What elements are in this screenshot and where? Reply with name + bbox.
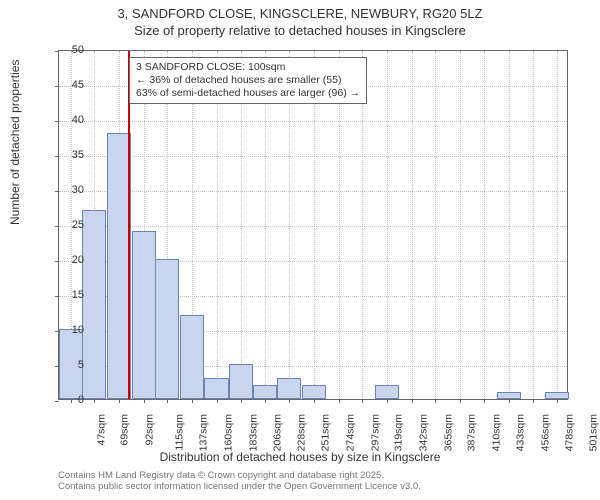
gridline-v [509,51,510,399]
y-tick-label: 30 [54,184,84,196]
x-tick-label: 251sqm [320,414,332,451]
x-tick [557,399,558,403]
x-tick-label: 365sqm [442,414,454,451]
histogram-bar [204,378,228,399]
x-tick-label: 206sqm [272,414,284,451]
gridline-v [533,51,534,399]
y-tick-label: 40 [54,114,84,126]
x-tick-label: 433sqm [515,414,527,451]
annotation-line-1: 3 SANDFORD CLOSE: 100sqm [136,61,360,74]
x-tick [144,399,145,403]
histogram-bar [82,210,106,399]
histogram-bar [229,364,253,399]
chart-title-block: 3, SANDFORD CLOSE, KINGSCLERE, NEWBURY, … [0,0,600,40]
histogram-bar [180,315,204,399]
x-axis-label: Distribution of detached houses by size … [0,450,600,464]
annotation-line-2: ← 36% of detached houses are smaller (55… [136,74,360,87]
footer-line-2: Contains public sector information licen… [58,481,421,492]
gridline-v [460,51,461,399]
x-tick [509,399,510,403]
x-tick-label: 297sqm [369,414,381,451]
y-tick-label: 35 [54,149,84,161]
histogram-bar [132,231,156,399]
footer-line-1: Contains HM Land Registry data © Crown c… [58,470,421,481]
histogram-bar [545,392,569,399]
plot-area: 3 SANDFORD CLOSE: 100sqm ← 36% of detach… [58,50,568,400]
x-tick [289,399,290,403]
x-tick-label: 342sqm [417,414,429,451]
x-tick-label: 69sqm [119,414,131,446]
x-tick [241,399,242,403]
x-tick [339,399,340,403]
x-tick-label: 160sqm [222,414,234,451]
x-tick [314,399,315,403]
gridline-v [557,51,558,399]
x-tick [192,399,193,403]
y-tick-label: 20 [54,254,84,266]
x-tick-label: 387sqm [465,414,477,451]
x-tick-label: 478sqm [563,414,575,451]
histogram-bar [302,385,326,399]
x-tick-label: 137sqm [198,414,210,451]
y-tick-label: 25 [54,219,84,231]
x-tick-label: 228sqm [295,414,307,451]
annotation-line-3: 63% of semi-detached houses are larger (… [136,87,360,100]
x-tick-label: 115sqm [173,414,185,451]
y-tick-label: 0 [54,394,84,406]
x-tick [412,399,413,403]
x-tick-label: 319sqm [393,414,405,451]
x-tick [119,399,120,403]
x-tick-label: 410sqm [490,414,502,451]
x-tick [167,399,168,403]
gridline-v [412,51,413,399]
x-tick-label: 183sqm [247,414,259,451]
y-tick-label: 50 [54,44,84,56]
x-tick [265,399,266,403]
gridline-h [59,226,567,227]
y-tick-label: 15 [54,289,84,301]
gridline-v [484,51,485,399]
footer-attribution: Contains HM Land Registry data © Crown c… [58,470,421,493]
x-tick [94,399,95,403]
x-tick [387,399,388,403]
annotation-box: 3 SANDFORD CLOSE: 100sqm ← 36% of detach… [129,57,367,104]
gridline-h [59,156,567,157]
gridline-v [435,51,436,399]
y-tick-label: 10 [54,324,84,336]
x-tick-label: 92sqm [144,414,156,446]
title-line-1: 3, SANDFORD CLOSE, KINGSCLERE, NEWBURY, … [0,6,600,23]
histogram-bar [253,385,277,399]
gridline-h [59,191,567,192]
x-tick-label: 501sqm [588,414,600,451]
x-tick [484,399,485,403]
x-tick [460,399,461,403]
y-tick-label: 45 [54,79,84,91]
x-tick-label: 456sqm [539,414,551,451]
chart-area: 3 SANDFORD CLOSE: 100sqm ← 36% of detach… [58,50,568,400]
x-tick [435,399,436,403]
y-tick-label: 5 [54,359,84,371]
x-tick [362,399,363,403]
x-tick [217,399,218,403]
y-axis-label: Number of detached properties [8,60,22,225]
x-tick-label: 47sqm [95,414,107,446]
histogram-bar [277,378,301,399]
histogram-bar [155,259,179,399]
gridline-v [387,51,388,399]
x-tick-label: 274sqm [344,414,356,451]
histogram-bar [375,385,399,399]
x-tick [533,399,534,403]
title-line-2: Size of property relative to detached ho… [0,23,600,40]
histogram-bar [497,392,521,399]
gridline-h [59,121,567,122]
